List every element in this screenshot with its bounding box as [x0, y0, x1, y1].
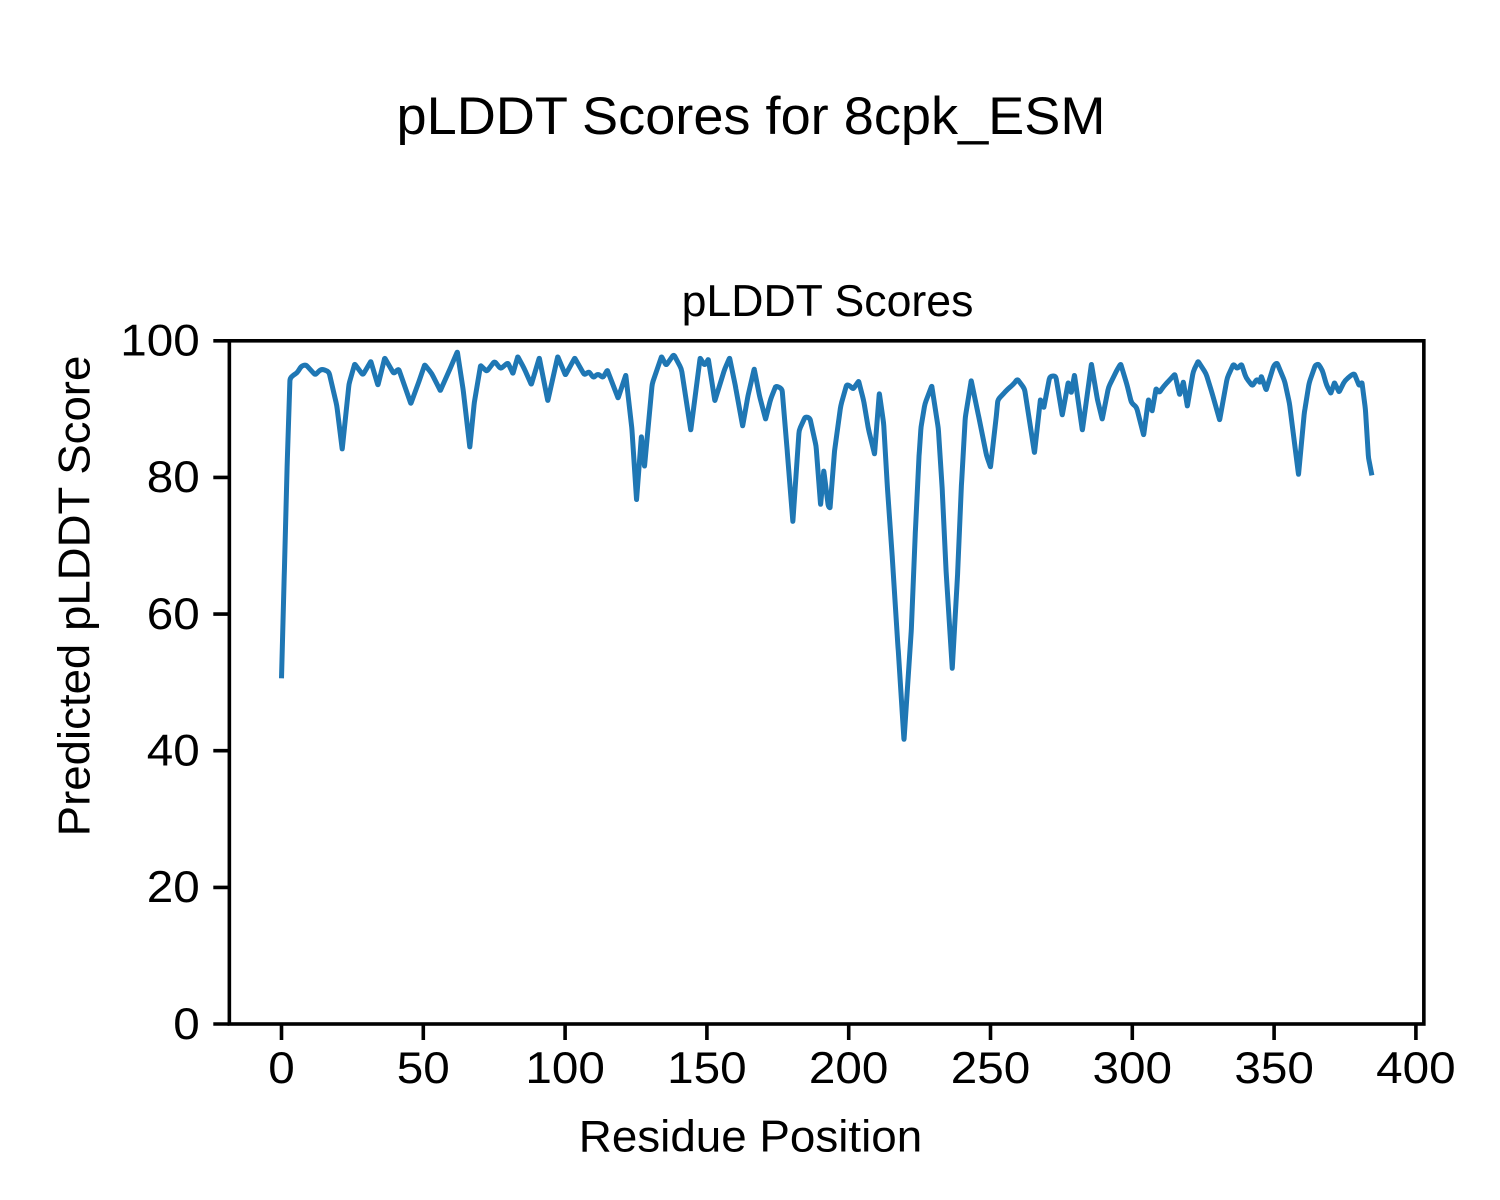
svg-text:350: 350 — [1234, 1044, 1314, 1093]
svg-text:150: 150 — [667, 1044, 747, 1093]
svg-text:100: 100 — [525, 1044, 605, 1093]
svg-text:Residue Position: Residue Position — [579, 1113, 922, 1162]
svg-text:pLDDT Scores for 8cpk_ESM: pLDDT Scores for 8cpk_ESM — [397, 87, 1106, 146]
svg-text:250: 250 — [951, 1044, 1031, 1093]
svg-text:20: 20 — [147, 863, 200, 912]
svg-text:0: 0 — [268, 1044, 295, 1093]
svg-text:300: 300 — [1093, 1044, 1173, 1093]
svg-text:60: 60 — [147, 590, 200, 639]
svg-text:80: 80 — [147, 453, 200, 502]
svg-text:100: 100 — [120, 317, 200, 366]
svg-text:400: 400 — [1376, 1044, 1456, 1093]
svg-text:pLDDT Scores: pLDDT Scores — [682, 277, 974, 326]
svg-text:200: 200 — [809, 1044, 889, 1093]
svg-text:Predicted pLDDT Score: Predicted pLDDT Score — [50, 356, 99, 837]
svg-text:0: 0 — [173, 1000, 200, 1049]
svg-text:40: 40 — [147, 727, 200, 776]
svg-text:50: 50 — [397, 1044, 450, 1093]
